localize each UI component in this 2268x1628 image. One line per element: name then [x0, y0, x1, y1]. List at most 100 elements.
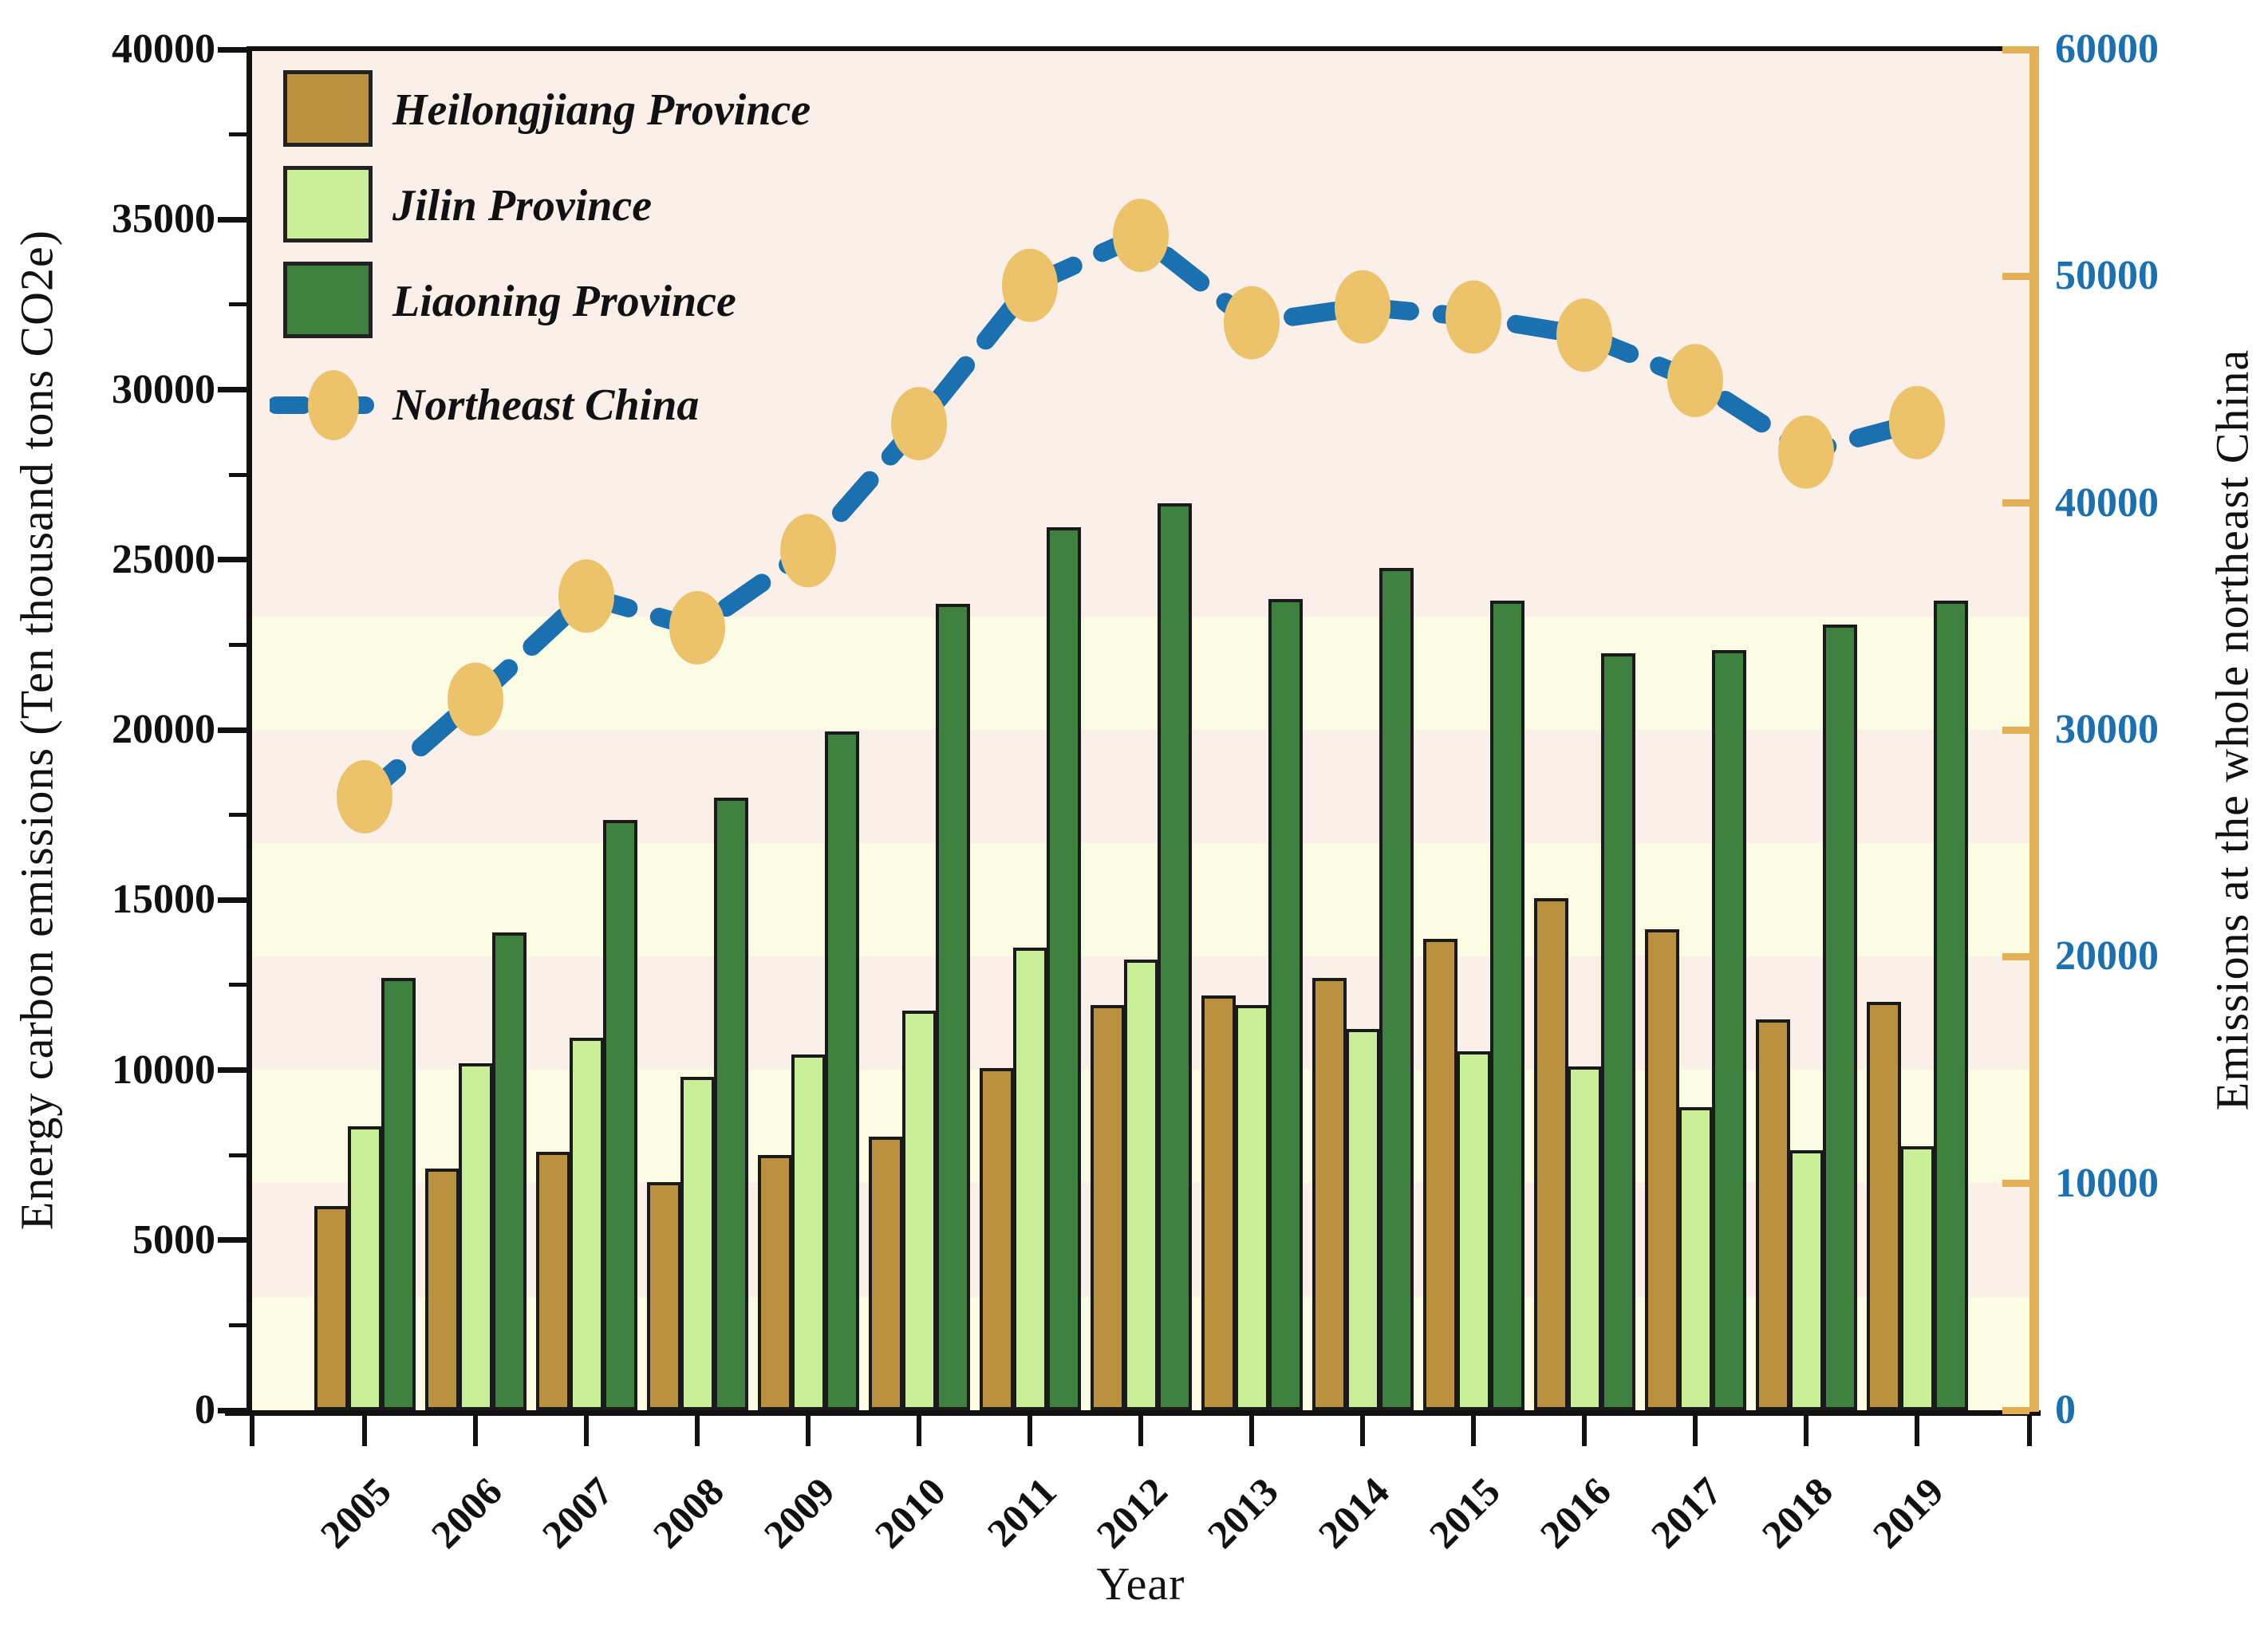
left-axis-major-tick — [218, 216, 247, 223]
northeast-china-marker — [1446, 280, 1501, 354]
northeast-china-marker — [1556, 298, 1612, 373]
left-axis-major-tick — [218, 1067, 247, 1073]
left-axis-major-tick — [218, 557, 247, 563]
legend-row-northeast-china: Northeast China — [267, 365, 988, 445]
bar-liaoning-province-2010 — [936, 604, 970, 1410]
northeast-china-marker — [558, 559, 614, 633]
left-axis-minor-tick — [229, 302, 247, 307]
northeast-china-marker — [1113, 199, 1169, 273]
left-axis-tick-label: 0 — [195, 1387, 215, 1433]
left-axis-major-tick — [218, 727, 247, 733]
bar-heilongjiang-province-2012 — [1091, 1005, 1125, 1410]
bar-heilongjiang-province-2005 — [314, 1206, 349, 1410]
bar-heilongjiang-province-2013 — [1201, 995, 1236, 1410]
bar-liaoning-province-2019 — [1934, 600, 1968, 1410]
bar-liaoning-province-2014 — [1379, 568, 1414, 1410]
right-axis-tick-label: 20000 — [2055, 933, 2159, 980]
bar-liaoning-province-2011 — [1047, 527, 1081, 1410]
legend-label: Heilongjiang Province — [392, 85, 811, 135]
x-axis-tick — [917, 1416, 921, 1446]
bar-heilongjiang-province-2008 — [647, 1182, 681, 1410]
left-axis-minor-tick — [229, 642, 247, 647]
legend-label: Jilin Province — [392, 181, 653, 231]
bar-jilin-province-2006 — [459, 1062, 493, 1410]
northeast-china-marker — [1002, 248, 1058, 322]
legend-swatch — [283, 70, 373, 147]
bar-heilongjiang-province-2018 — [1756, 1019, 1790, 1410]
bar-jilin-province-2012 — [1124, 959, 1158, 1410]
right-axis-major-tick — [2002, 1406, 2029, 1414]
x-axis-tick — [695, 1416, 700, 1446]
bar-heilongjiang-province-2011 — [980, 1068, 1014, 1410]
bar-jilin-province-2015 — [1457, 1051, 1491, 1410]
left-axis-tick-label: 35000 — [112, 196, 215, 242]
legend-line-marker-sample — [267, 365, 400, 445]
left-axis-spine — [247, 46, 252, 1414]
left-axis-tick-label: 10000 — [112, 1047, 215, 1093]
bar-liaoning-province-2013 — [1268, 598, 1303, 1410]
right-axis-major-tick — [2002, 726, 2029, 734]
bar-heilongjiang-province-2009 — [758, 1155, 792, 1410]
right-axis-tick-label: 60000 — [2055, 26, 2159, 72]
x-axis-tick — [1693, 1416, 1698, 1446]
right-axis-tick-label: 40000 — [2055, 479, 2159, 526]
bar-jilin-province-2007 — [570, 1037, 604, 1410]
left-axis-major-tick — [218, 46, 247, 53]
left-axis-tick-label: 5000 — [132, 1216, 215, 1263]
northeast-china-marker — [1224, 286, 1280, 360]
northeast-china-marker — [1889, 385, 1945, 459]
right-axis-tick-label: 30000 — [2055, 707, 2159, 752]
legend-row-jilin-province: Jilin Province — [270, 166, 988, 246]
bar-heilongjiang-province-2017 — [1645, 928, 1679, 1410]
bar-liaoning-province-2017 — [1712, 649, 1746, 1410]
bar-jilin-province-2011 — [1013, 947, 1047, 1410]
bar-heilongjiang-province-2010 — [869, 1136, 903, 1410]
left-axis-minor-tick — [229, 983, 247, 987]
left-axis-minor-tick — [229, 1323, 247, 1327]
x-axis-tick — [806, 1416, 811, 1446]
legend-swatch — [283, 262, 373, 338]
left-axis-minor-tick — [229, 472, 247, 477]
bar-liaoning-province-2006 — [492, 932, 527, 1410]
x-axis-tick — [1471, 1416, 1476, 1446]
left-axis-tick-label: 20000 — [112, 707, 215, 752]
northeast-china-marker — [1778, 415, 1834, 489]
x-axis-tick — [1028, 1416, 1032, 1446]
bar-liaoning-province-2007 — [603, 820, 637, 1410]
legend-line-glyph — [267, 370, 400, 440]
legend-row-heilongjiang-province: Heilongjiang Province — [270, 70, 988, 150]
left-axis-major-tick — [218, 1407, 247, 1413]
x-axis-tick — [1804, 1416, 1808, 1446]
x-axis-edge-tick — [2027, 1416, 2032, 1446]
legend-swatch — [283, 166, 373, 242]
northeast-china-marker — [891, 387, 947, 461]
right-axis-major-tick — [2002, 499, 2029, 507]
top-spine — [247, 46, 2039, 51]
x-axis-tick — [473, 1416, 478, 1446]
bar-jilin-province-2013 — [1235, 1005, 1269, 1410]
right-axis-major-tick — [2002, 272, 2029, 280]
bar-jilin-province-2008 — [680, 1077, 715, 1410]
x-axis-tick — [1915, 1416, 1919, 1446]
northeast-china-marker — [1667, 344, 1723, 418]
bar-jilin-province-2005 — [348, 1125, 382, 1410]
bar-jilin-province-2010 — [902, 1010, 937, 1410]
bottom-axis-spine — [225, 1410, 2041, 1416]
northeast-china-marker — [669, 591, 725, 665]
bar-jilin-province-2016 — [1568, 1066, 1602, 1410]
left-axis-tick-label: 15000 — [112, 877, 215, 923]
right-axis-major-tick — [2002, 952, 2029, 960]
x-axis-tick — [1582, 1416, 1587, 1446]
bar-heilongjiang-province-2014 — [1312, 978, 1347, 1410]
x-axis-edge-tick — [250, 1416, 254, 1446]
x-axis-tick — [1138, 1416, 1143, 1446]
x-axis-title: Year — [1096, 1558, 1185, 1610]
bar-liaoning-province-2016 — [1601, 653, 1635, 1410]
left-axis-tick-label: 40000 — [112, 26, 215, 72]
bar-heilongjiang-province-2015 — [1423, 939, 1457, 1410]
bar-jilin-province-2014 — [1346, 1029, 1380, 1410]
bar-heilongjiang-province-2019 — [1867, 1002, 1901, 1410]
right-axis-tick-label: 10000 — [2055, 1160, 2159, 1206]
